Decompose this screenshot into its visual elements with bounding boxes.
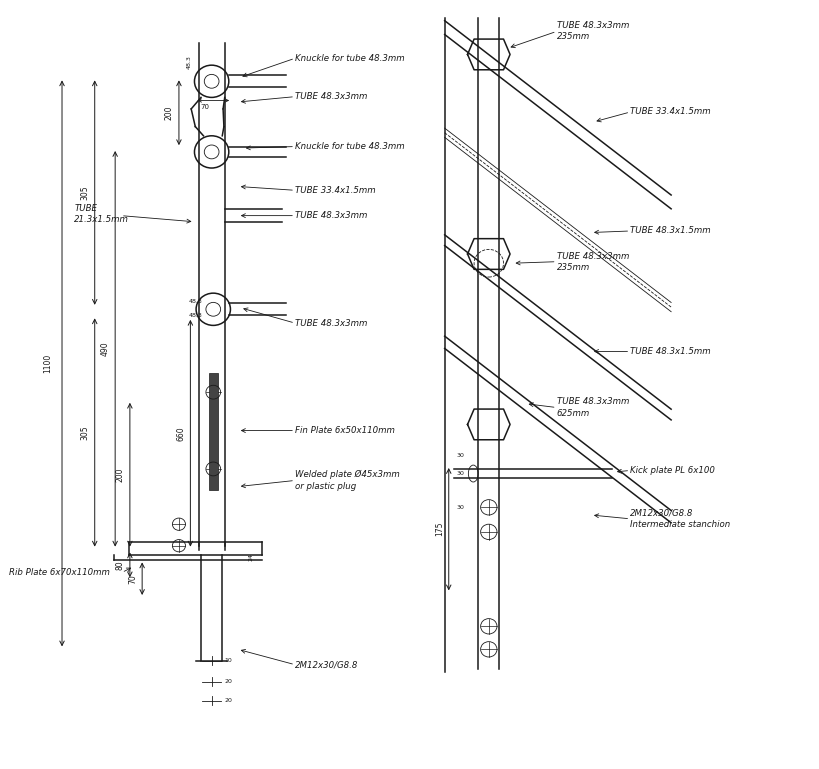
Text: Knuckle for tube 48.3mm: Knuckle for tube 48.3mm — [295, 142, 405, 151]
Text: 70: 70 — [128, 574, 137, 584]
Bar — [209, 373, 218, 490]
Text: TUBE 48.3x1.5mm: TUBE 48.3x1.5mm — [631, 227, 711, 235]
Text: 30: 30 — [456, 453, 464, 458]
Text: TUBE 48.3x3mm
625mm: TUBE 48.3x3mm 625mm — [557, 398, 629, 418]
Text: 2M12x30/G8.8: 2M12x30/G8.8 — [295, 660, 359, 669]
Text: 80: 80 — [115, 560, 124, 570]
Text: 200: 200 — [115, 468, 124, 482]
Text: 10: 10 — [224, 658, 233, 664]
Text: Kick plate PL 6x100: Kick plate PL 6x100 — [631, 466, 715, 475]
Text: TUBE 33.4x1.5mm: TUBE 33.4x1.5mm — [295, 186, 376, 195]
Text: 20: 20 — [224, 698, 233, 704]
Text: Welded plate Ø45x3mm
or plastic plug: Welded plate Ø45x3mm or plastic plug — [295, 471, 400, 491]
Text: Rib Plate 6x70x110mm: Rib Plate 6x70x110mm — [9, 568, 110, 577]
Text: TUBE 48.3x3mm: TUBE 48.3x3mm — [295, 211, 368, 220]
Text: 20: 20 — [224, 679, 233, 684]
Text: Fin Plate 6x50x110mm: Fin Plate 6x50x110mm — [295, 426, 395, 435]
Text: TUBE 33.4x1.5mm: TUBE 33.4x1.5mm — [631, 108, 711, 116]
Text: 305: 305 — [80, 185, 89, 200]
Text: 24: 24 — [248, 553, 253, 561]
Text: TUBE 48.3x3mm: TUBE 48.3x3mm — [295, 92, 368, 102]
Text: 70: 70 — [201, 104, 210, 110]
Text: 30: 30 — [456, 471, 464, 476]
Text: TUBE 48.3x3mm
235mm: TUBE 48.3x3mm 235mm — [557, 251, 629, 271]
Text: 30: 30 — [456, 504, 464, 510]
Text: 48.3: 48.3 — [188, 299, 202, 304]
Text: 175: 175 — [435, 521, 444, 536]
Text: TUBE 48.3x3mm: TUBE 48.3x3mm — [295, 318, 368, 328]
Text: TUBE 48.3x1.5mm: TUBE 48.3x1.5mm — [631, 347, 711, 356]
Text: 490: 490 — [101, 341, 110, 356]
Text: 2M12x30/G8.8
Intermediate stanchion: 2M12x30/G8.8 Intermediate stanchion — [631, 509, 731, 529]
Text: 1100: 1100 — [43, 354, 52, 373]
Text: 305: 305 — [80, 425, 89, 440]
Text: TUBE 48.3x3mm
235mm: TUBE 48.3x3mm 235mm — [557, 22, 629, 42]
Text: 48.3: 48.3 — [187, 55, 192, 69]
Text: 48.3: 48.3 — [188, 313, 202, 318]
Text: 200: 200 — [165, 105, 174, 120]
Text: Knuckle for tube 48.3mm: Knuckle for tube 48.3mm — [295, 54, 405, 63]
Text: TUBE
21.3x1.5mm: TUBE 21.3x1.5mm — [75, 204, 129, 224]
Text: 660: 660 — [176, 426, 185, 441]
